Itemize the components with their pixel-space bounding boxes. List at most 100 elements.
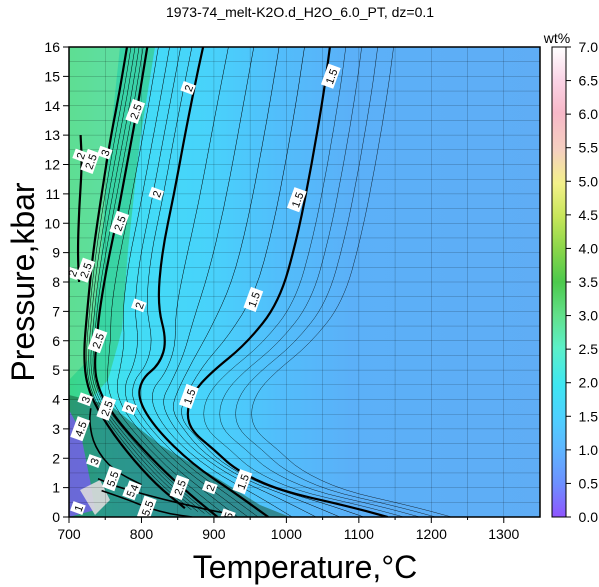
contour-label: 2.5 bbox=[169, 474, 190, 500]
colorbar-tick-label: 2.0 bbox=[579, 375, 599, 391]
contour-label-bg bbox=[125, 98, 146, 124]
colorbar-tick-label: 1.5 bbox=[579, 408, 599, 424]
contour-label-text: 4 bbox=[128, 483, 141, 493]
y-tick-label: 9 bbox=[52, 245, 60, 261]
contour-label-bg bbox=[131, 298, 147, 313]
thin-contour bbox=[117, 47, 238, 517]
contour-label-bg bbox=[102, 466, 122, 492]
contour-label-bg bbox=[70, 416, 91, 442]
y-tick-label: 8 bbox=[52, 274, 60, 290]
contour-label-text: 4.5 bbox=[73, 420, 90, 438]
y-tick-label: 3 bbox=[52, 421, 60, 437]
thin-contour bbox=[173, 47, 341, 517]
x-tick-label: 900 bbox=[202, 526, 226, 542]
contour-label: 2.5 bbox=[125, 98, 146, 124]
contour-label-text: 5.5 bbox=[105, 470, 122, 488]
contour-line bbox=[101, 489, 193, 517]
x-tick-label: 800 bbox=[130, 526, 154, 542]
thin-contour bbox=[88, 47, 199, 512]
contour-label-text: 2.5 bbox=[99, 399, 116, 417]
contour-label-bg bbox=[125, 480, 142, 495]
contour-label: 2 bbox=[202, 480, 218, 495]
y-tick-label: 12 bbox=[44, 157, 60, 173]
thin-contour bbox=[251, 47, 452, 517]
contour-label: 2.5 bbox=[75, 257, 96, 283]
contour-label: 2.5 bbox=[96, 395, 117, 421]
contour-label-text: 5.5 bbox=[140, 499, 157, 517]
y-tick-label: 16 bbox=[44, 39, 60, 55]
colorbar-tick-label: 4.5 bbox=[579, 207, 599, 223]
contour-label-text: 1.5 bbox=[236, 473, 253, 491]
contour-label: 4.5 bbox=[70, 416, 91, 442]
contour-label-text: 1.5 bbox=[246, 291, 263, 309]
contour-label-text: 2 bbox=[75, 151, 88, 161]
y-tick-label: 13 bbox=[44, 127, 60, 143]
contour-label-bg bbox=[72, 148, 88, 163]
y-tick-label: 2 bbox=[52, 450, 60, 466]
contour-label-text: 2.5 bbox=[91, 332, 108, 350]
thin-contour bbox=[92, 47, 212, 516]
colorbar-tick-label: 5.0 bbox=[579, 173, 599, 189]
contour-label-text: 5 bbox=[125, 489, 138, 499]
contour-label-text: 2 bbox=[205, 483, 218, 493]
contour-label-text: 1 bbox=[73, 504, 86, 514]
y-tick-label: 14 bbox=[44, 98, 60, 114]
contour-label-text: 2 bbox=[134, 301, 147, 311]
plot-area: 1.51.51.51.51.522222222.52.52.52.52.52.5… bbox=[67, 47, 540, 517]
colorbar-tick-label: 4.0 bbox=[579, 240, 599, 256]
contour-label: 1 bbox=[70, 501, 86, 515]
contour-label-bg bbox=[96, 395, 117, 421]
contour-label-text: 2.5 bbox=[78, 261, 95, 279]
contour-label-bg bbox=[77, 392, 94, 407]
contour-label-text: 1.5 bbox=[182, 388, 199, 406]
contour-label-text: 1.5 bbox=[290, 191, 307, 209]
y-tick-label: 10 bbox=[44, 215, 60, 231]
colorbar-tick-label: 1.0 bbox=[579, 442, 599, 458]
contour-label-bg bbox=[180, 81, 196, 95]
contour-label-bg bbox=[243, 286, 264, 312]
contour-label: 2.5 bbox=[80, 148, 101, 174]
thin-contour bbox=[90, 47, 205, 514]
contour-line bbox=[138, 47, 269, 517]
y-axis-label: Pressure,kbar bbox=[5, 182, 41, 382]
contour-label-bg bbox=[86, 454, 102, 468]
thin-contour bbox=[235, 47, 436, 517]
contour-label-bg bbox=[148, 186, 165, 201]
x-tick-label: 1300 bbox=[488, 526, 519, 542]
colorbar-tick-label: 0.5 bbox=[579, 475, 599, 491]
contour-label: 1.5 bbox=[286, 187, 307, 213]
contour-line bbox=[76, 135, 83, 283]
thin-contour bbox=[132, 47, 259, 517]
colorbar-tick-label: 0.0 bbox=[579, 509, 599, 525]
thin-contour bbox=[203, 47, 404, 517]
contour-label-text: 2.5 bbox=[83, 153, 100, 171]
y-tick-label: 0 bbox=[52, 509, 60, 525]
contour-label: 2.5 bbox=[87, 328, 108, 354]
contour-label-text: 3 bbox=[89, 457, 102, 467]
contour-label-text: 2.5 bbox=[112, 214, 129, 232]
contour-label-bg bbox=[220, 508, 236, 517]
contour-label-text: 1.5 bbox=[324, 68, 341, 86]
contour-label-bg bbox=[109, 210, 130, 236]
contour-label: 2 bbox=[148, 186, 165, 201]
contour-label-bg bbox=[320, 63, 341, 89]
contour-label: 3 bbox=[86, 454, 102, 468]
contour-label: 3 bbox=[77, 392, 94, 407]
colorbar-tick-label: 2.5 bbox=[579, 341, 599, 357]
low-pressure-region bbox=[69, 395, 290, 517]
contour-label-text: 3 bbox=[80, 395, 93, 405]
contour-label-bg bbox=[232, 469, 253, 495]
contour-label-text: 2 bbox=[67, 269, 80, 279]
x-tick-label: 1200 bbox=[416, 526, 447, 542]
contour-label: 2 bbox=[180, 81, 196, 95]
x-tick-label: 1000 bbox=[271, 526, 302, 542]
contour-label: 5.5 bbox=[102, 466, 122, 492]
contour-label-bg bbox=[121, 401, 138, 416]
x-axis-label: Temperature,°C bbox=[193, 549, 417, 585]
contour-label-bg bbox=[286, 187, 307, 213]
contour-label-text: 2 bbox=[183, 84, 196, 94]
thin-contour bbox=[125, 47, 249, 517]
contour-label: 2 bbox=[72, 148, 88, 163]
